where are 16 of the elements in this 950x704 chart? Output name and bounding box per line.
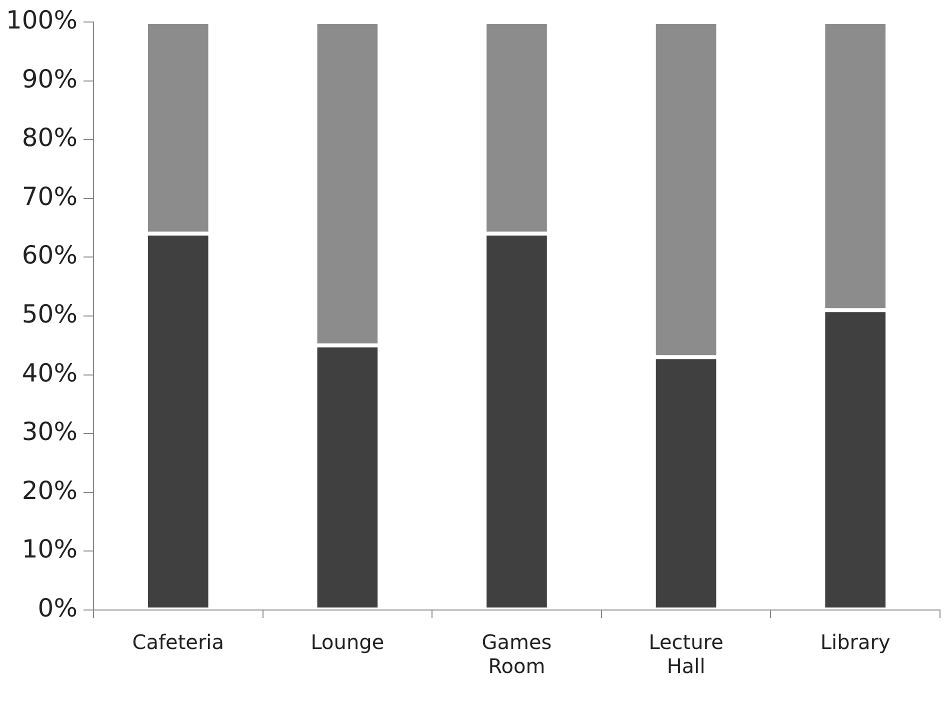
x-tick-label: Games Room (482, 630, 552, 678)
y-tick-label: 60% (22, 240, 78, 270)
y-tick-label: 50% (22, 300, 78, 328)
x-tick-label: Lecture Hall (648, 630, 724, 678)
y-tick-label: 10% (22, 534, 78, 564)
x-tick-label: Cafeteria (132, 630, 224, 654)
y-tick-label: 90% (22, 64, 78, 94)
y-tick-label: 80% (22, 123, 78, 152)
y-tick-label: 70% (22, 182, 78, 211)
x-tick-label: Lounge (310, 630, 384, 654)
x-tick-label: Library (820, 630, 890, 654)
y-tick-label: 30% (22, 417, 78, 446)
y-tick-label: 20% (22, 476, 78, 505)
y-tick-label: 40% (22, 358, 78, 388)
y-tick-label: 0% (38, 594, 78, 622)
y-tick-label: 100% (6, 6, 78, 34)
